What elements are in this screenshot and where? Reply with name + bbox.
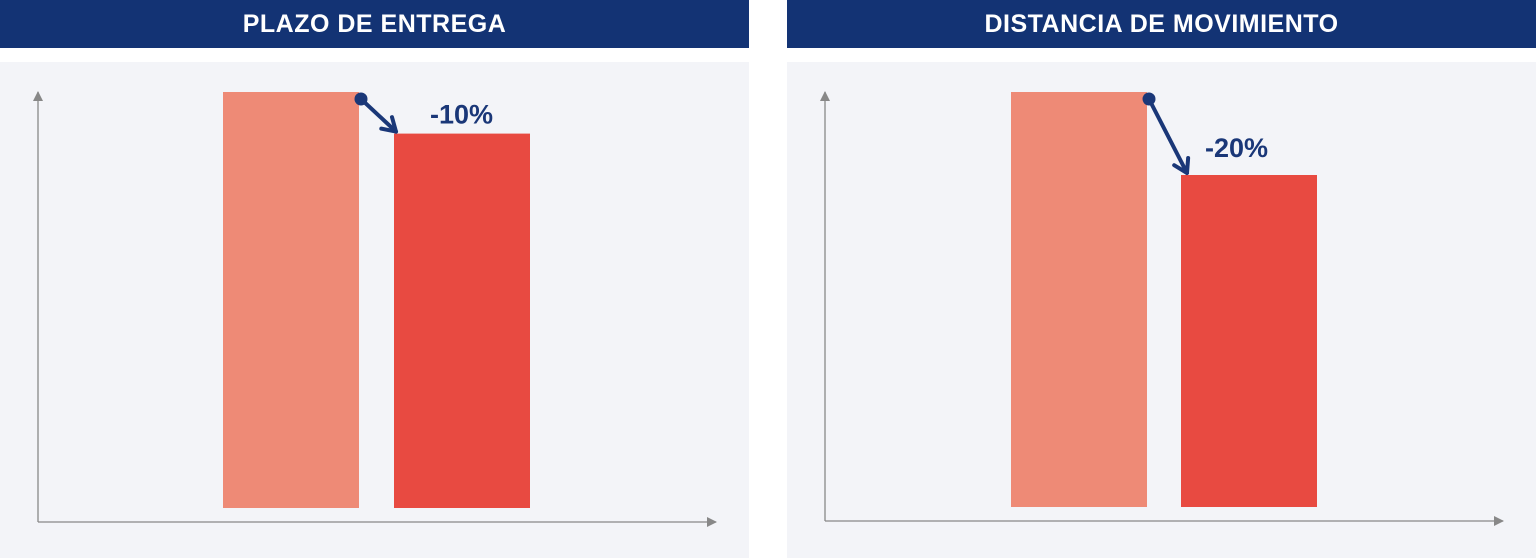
- chart-area: -20%: [787, 62, 1536, 558]
- annotation-arrow-line: [359, 97, 398, 134]
- annotation-arrowhead: [379, 115, 398, 134]
- bar-chart-distancia-de-movimiento: -20%: [820, 91, 1504, 526]
- annotation-label: -20%: [1205, 133, 1268, 163]
- chart-panel-plazo-de-entrega: PLAZO DE ENTREGA -10%: [0, 0, 749, 558]
- bar-after: [1181, 175, 1317, 507]
- annotation-arrowhead: [1172, 156, 1191, 175]
- chart-title: PLAZO DE ENTREGA: [0, 0, 749, 48]
- chart-title: DISTANCIA DE MOVIMIENTO: [787, 0, 1536, 48]
- chart-panel-distancia-de-movimiento: DISTANCIA DE MOVIMIENTO -20%: [787, 0, 1536, 558]
- bar-after: [394, 133, 530, 508]
- annotation-label: -10%: [430, 100, 493, 130]
- bar-chart-plazo-de-entrega: -10%: [33, 91, 717, 527]
- bar-before: [1011, 92, 1147, 507]
- annotation-arrow-line: [1147, 97, 1189, 175]
- chart-area: -10%: [0, 62, 749, 558]
- bar-before: [223, 92, 359, 508]
